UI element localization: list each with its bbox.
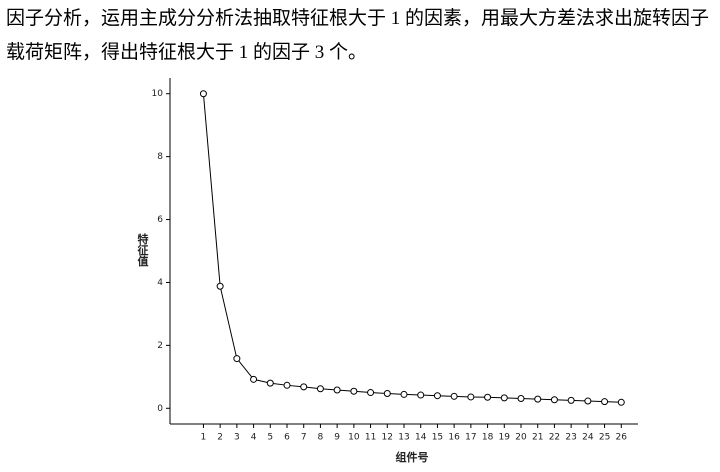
x-tick-label: 5 — [267, 433, 273, 443]
x-tick-label: 8 — [318, 433, 324, 443]
point — [316, 385, 324, 393]
x-tick-label: 7 — [301, 433, 307, 443]
point — [300, 383, 308, 391]
x-tick-label: 26 — [616, 433, 628, 443]
y-tick-label: 6 — [157, 215, 163, 225]
x-tick-label: 1 — [201, 433, 207, 443]
point — [567, 396, 575, 404]
x-tick-label: 18 — [482, 433, 494, 443]
point — [550, 396, 558, 404]
x-tick-label: 10 — [348, 433, 360, 443]
point — [400, 390, 408, 398]
point — [584, 397, 592, 405]
point — [417, 391, 425, 399]
x-tick-label: 12 — [382, 433, 393, 443]
point — [383, 389, 391, 397]
paragraph: 因子分析，运用主成分分析法抽取特征根大于 1 的因素，用最大方差法求出旋转因子载… — [6, 8, 710, 63]
x-tick-label: 13 — [398, 433, 409, 443]
point — [534, 395, 542, 403]
y-tick-label: 0 — [157, 404, 163, 414]
x-tick-label: 15 — [432, 433, 443, 443]
x-tick-label: 24 — [582, 433, 594, 443]
x-tick-label: 17 — [465, 433, 476, 443]
x-tick-label: 9 — [334, 433, 340, 443]
y-tick-label: 8 — [157, 152, 163, 162]
x-tick-label: 11 — [365, 433, 376, 443]
point — [266, 379, 274, 387]
point — [500, 394, 508, 402]
x-tick-label: 3 — [234, 433, 240, 443]
point — [484, 393, 492, 401]
point — [601, 398, 609, 406]
point — [216, 282, 224, 290]
x-tick-label: 16 — [448, 433, 460, 443]
point — [433, 392, 441, 400]
y-tick-label: 2 — [157, 341, 163, 351]
point — [199, 90, 207, 98]
x-tick-label: 19 — [499, 433, 511, 443]
point — [367, 389, 375, 397]
x-tick-label: 4 — [251, 433, 257, 443]
x-tick-label: 14 — [415, 433, 427, 443]
line — [202, 93, 622, 403]
point — [233, 355, 241, 363]
x-tick-label: 23 — [565, 433, 576, 443]
x-tick-label: 20 — [515, 433, 527, 443]
y-tick-label: 10 — [152, 89, 164, 99]
x-tick-label: 22 — [549, 433, 560, 443]
x-tick-label: 21 — [532, 433, 543, 443]
point — [250, 375, 258, 383]
x-tick-label: 25 — [599, 433, 610, 443]
x-tick-label: 6 — [284, 433, 290, 443]
y-axis-label: 特征值 — [136, 232, 149, 267]
x-tick-label: 2 — [217, 433, 223, 443]
point — [283, 381, 291, 389]
y-tick-label: 4 — [157, 278, 163, 288]
point — [333, 386, 341, 394]
x-axis-label: 组件号 — [396, 450, 429, 464]
point — [517, 395, 525, 403]
point — [350, 387, 358, 395]
point — [450, 392, 458, 400]
point — [617, 398, 625, 406]
point — [467, 393, 475, 401]
